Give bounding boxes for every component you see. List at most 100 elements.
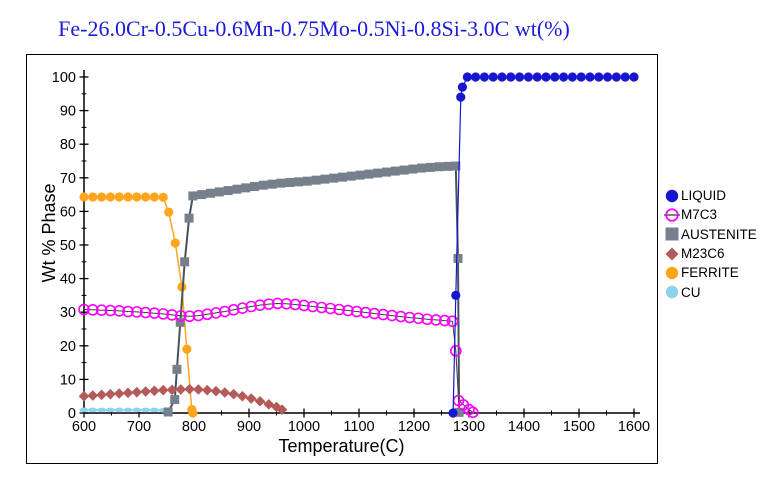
series-marker-m23c6 (219, 387, 231, 398)
series-marker-liquid (629, 72, 639, 82)
series-marker-m7c3 (333, 303, 346, 316)
y-tick-label: 70 (60, 171, 76, 187)
series-marker-m7c3 (412, 312, 425, 325)
series-marker-m7c3 (95, 304, 108, 316)
series-marker-m7c3 (113, 305, 125, 317)
series-marker-liquid (603, 72, 613, 82)
series-marker-m23c6 (271, 401, 282, 413)
y-tick-label: 90 (60, 104, 76, 120)
series-marker-austenite (294, 177, 303, 187)
series-marker-austenite (443, 161, 453, 171)
series-marker-m7c3 (131, 306, 143, 318)
series-marker-liquid (611, 72, 622, 82)
austenite-marker-icon (665, 227, 679, 241)
series-marker-m7c3 (377, 308, 390, 321)
series-marker-liquid (457, 82, 467, 92)
series-marker-austenite (276, 178, 286, 188)
series-marker-liquid (567, 72, 578, 82)
series-marker-m23c6 (237, 390, 248, 402)
series-marker-m23c6 (254, 395, 266, 407)
series-marker-m7c3 (298, 299, 310, 312)
series-marker-austenite (250, 182, 259, 192)
series-marker-m23c6 (228, 388, 239, 400)
legend-label: AUSTENITE (681, 226, 757, 242)
series-marker-austenite (172, 364, 182, 374)
cu-marker-icon (665, 285, 679, 299)
series-marker-m7c3 (306, 300, 319, 313)
series-marker-m23c6 (105, 388, 116, 400)
series-marker-liquid (620, 72, 630, 82)
series-marker-m7c3 (236, 302, 249, 314)
series-marker-m23c6 (175, 384, 187, 395)
series-marker-liquid (462, 72, 472, 82)
x-tick-label: 1100 (343, 419, 374, 435)
liquid-marker-icon (665, 189, 679, 202)
series-marker-austenite (197, 190, 207, 200)
series-marker-liquid (576, 72, 586, 82)
series-marker-austenite (453, 253, 463, 263)
series-marker-austenite (338, 172, 347, 182)
series-marker-m23c6 (149, 385, 160, 397)
series-marker-liquid (523, 72, 534, 82)
ferrite-marker-icon (665, 266, 679, 280)
series-marker-m23c6 (193, 384, 204, 395)
series-marker-m7c3 (166, 309, 178, 321)
series-marker-ferrite (141, 192, 151, 202)
legend-label: M23C6 (681, 246, 725, 262)
series-marker-liquid (451, 290, 461, 300)
series-marker-austenite (267, 179, 277, 189)
series-marker-liquid (479, 72, 489, 82)
series-marker-m7c3 (315, 301, 328, 314)
series-marker-m23c6 (87, 390, 99, 401)
series-marker-m23c6 (131, 386, 143, 398)
series-marker-m7c3 (148, 307, 161, 320)
series-marker-austenite (426, 162, 435, 172)
series-marker-austenite (258, 180, 268, 190)
chart-title: Fe-26.0Cr-0.5Cu-0.6Mn-0.75Mo-0.5Ni-0.8Si… (58, 16, 570, 41)
series-marker-austenite (346, 171, 356, 181)
series-marker-m7c3 (139, 306, 152, 319)
series-marker-liquid (488, 72, 498, 82)
series-marker-austenite (434, 162, 444, 172)
series-marker-m7c3 (183, 310, 196, 323)
series-marker-m7c3 (219, 305, 231, 318)
series-marker-ferrite (182, 344, 192, 354)
series-marker-austenite (373, 168, 383, 178)
series-marker-austenite (170, 395, 180, 405)
series-line-austenite (167, 164, 461, 413)
series-marker-austenite (390, 166, 400, 176)
series-marker-m23c6 (122, 387, 134, 399)
x-tick-label: 1600 (618, 419, 650, 435)
series-marker-ferrite (105, 192, 115, 202)
series-marker-austenite (206, 188, 215, 198)
series-marker-austenite (451, 161, 461, 171)
legend-item-liquid: LIQUID (664, 186, 757, 205)
plot-panel-border (26, 54, 658, 464)
series-marker-austenite (285, 178, 295, 188)
legend-item-m23c6: M23C6 (664, 244, 757, 263)
series-marker-ferrite (149, 192, 159, 202)
series-marker-m23c6 (210, 385, 222, 397)
series-marker-austenite (214, 187, 224, 197)
series-marker-ferrite (79, 192, 89, 202)
series-marker-austenite (355, 170, 365, 180)
series-marker-ferrite (123, 192, 133, 202)
series-marker-austenite (417, 163, 427, 173)
series-marker-cu (141, 407, 151, 413)
series-marker-m7c3 (368, 307, 381, 320)
series-marker-austenite (175, 317, 185, 327)
x-tick-label: 700 (127, 419, 151, 435)
series-marker-m7c3 (271, 297, 284, 310)
series-marker-cu (114, 407, 124, 413)
series-marker-m23c6 (263, 398, 275, 410)
series-marker-m7c3 (245, 300, 257, 313)
legend-label: LIQUID (681, 188, 727, 204)
series-marker-m7c3 (87, 304, 99, 316)
series-marker-m7c3 (438, 314, 451, 327)
series-marker-cu (132, 407, 142, 413)
y-tick-label: 80 (60, 137, 76, 153)
series-marker-m7c3 (104, 304, 117, 317)
legend-label: FERRITE (681, 265, 739, 281)
series-marker-austenite (399, 165, 409, 175)
